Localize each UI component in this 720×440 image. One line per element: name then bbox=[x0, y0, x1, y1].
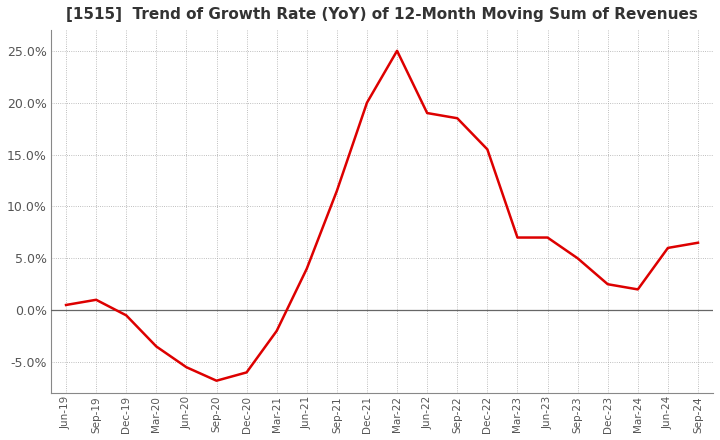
Title: [1515]  Trend of Growth Rate (YoY) of 12-Month Moving Sum of Revenues: [1515] Trend of Growth Rate (YoY) of 12-… bbox=[66, 7, 698, 22]
